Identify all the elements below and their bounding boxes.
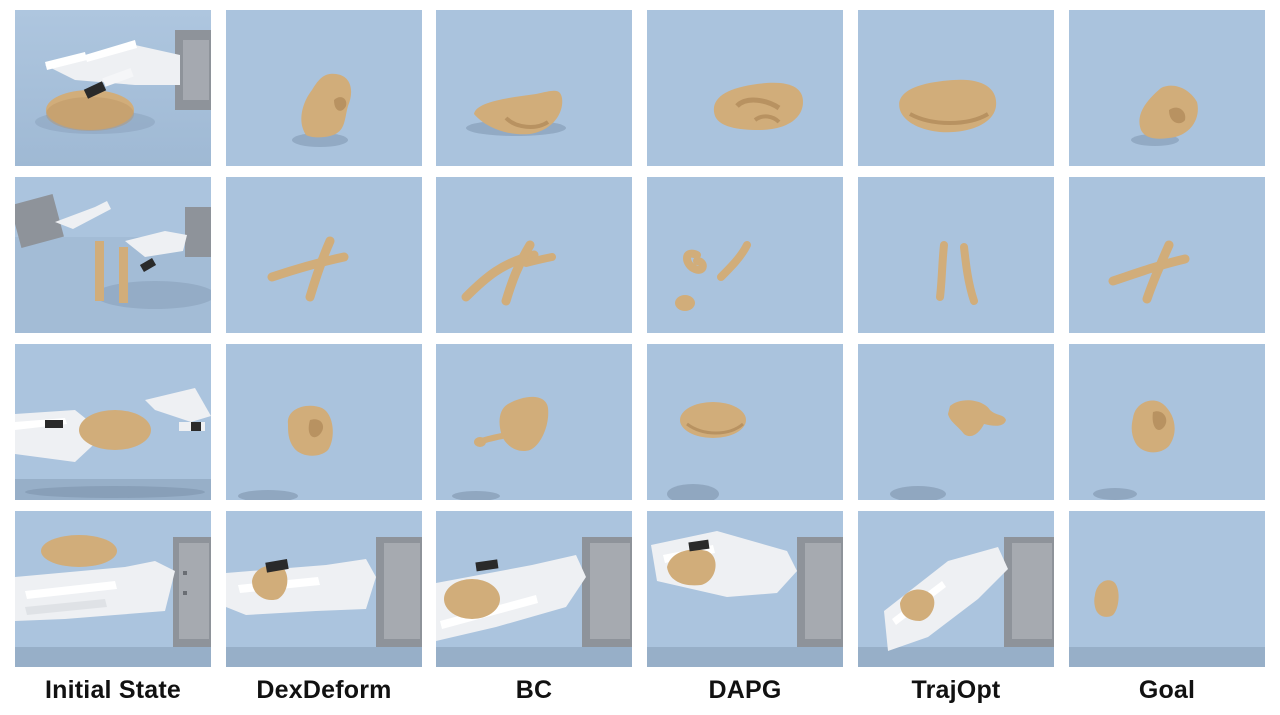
column-label-bc: BC — [515, 676, 553, 704]
column-label-initial-state: Initial State — [45, 676, 181, 704]
row3-goal-image — [1069, 344, 1265, 500]
column-label-dexdeform: DexDeform — [256, 676, 392, 704]
row4-trajopt-image — [858, 511, 1054, 667]
row4-dapg-image — [647, 511, 843, 667]
row2-dapg-image — [647, 177, 843, 333]
row3-initial-state-image — [15, 344, 211, 500]
row1-goal-image — [1069, 10, 1265, 166]
row3-bc-image — [436, 344, 632, 500]
column-label-dapg: DAPG — [708, 676, 782, 704]
row2-goal-image — [1069, 177, 1265, 333]
row1-dapg-image — [647, 10, 843, 166]
column-label-goal: Goal — [1138, 676, 1196, 704]
row4-goal-image — [1069, 511, 1265, 667]
column-label-trajopt: TrajOpt — [911, 676, 1001, 704]
row1-trajopt-image — [858, 10, 1054, 166]
row2-bc-image — [436, 177, 632, 333]
row3-dexdeform-image — [226, 344, 422, 500]
row1-dexdeform-image — [226, 10, 422, 166]
row4-initial-state-image — [15, 511, 211, 667]
row4-dexdeform-image — [226, 511, 422, 667]
row2-trajopt-image — [858, 177, 1054, 333]
row3-dapg-image — [647, 344, 843, 500]
row1-initial-state-image — [15, 10, 211, 166]
row4-bc-image — [436, 511, 632, 667]
row2-dexdeform-image — [226, 177, 422, 333]
row3-trajopt-image — [858, 344, 1054, 500]
row1-bc-image — [436, 10, 632, 166]
row2-initial-state-image — [15, 177, 211, 333]
